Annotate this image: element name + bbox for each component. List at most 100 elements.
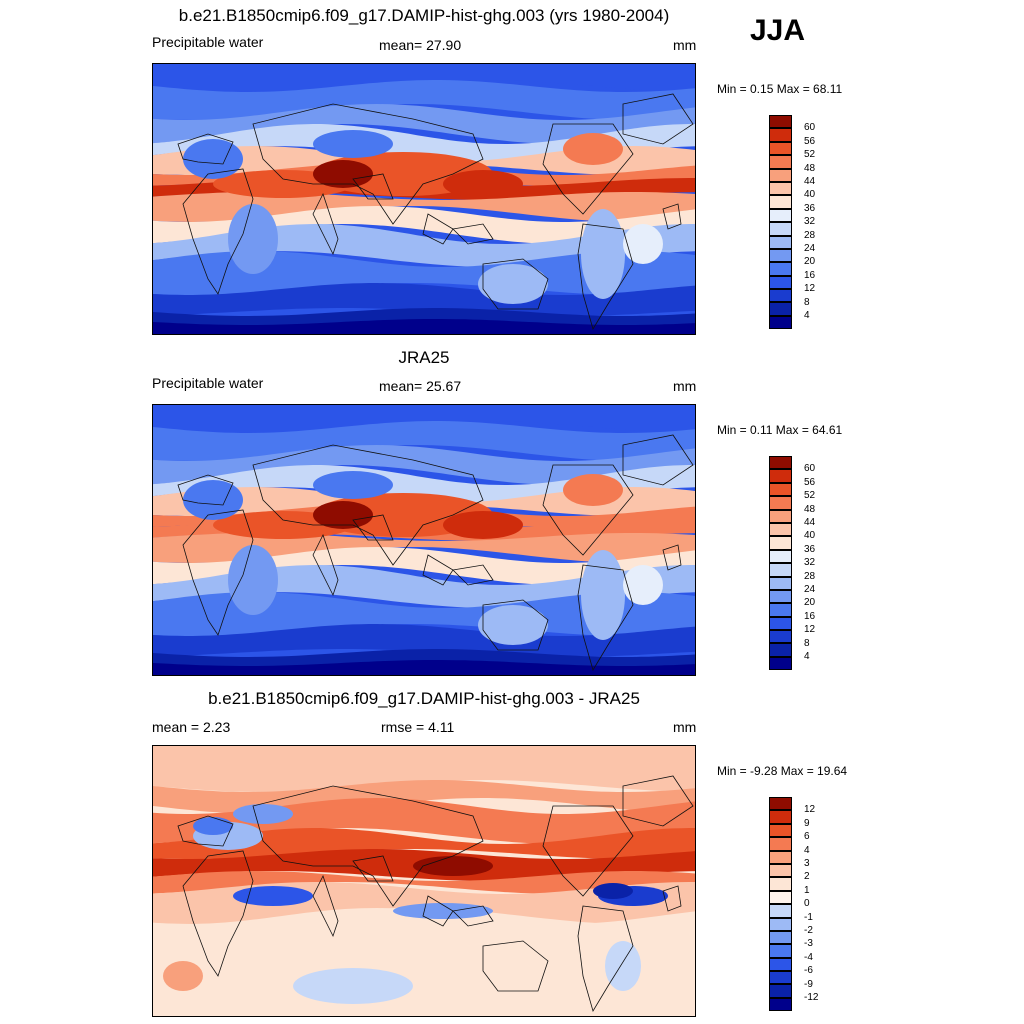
coastline — [577, 564, 634, 671]
colorbar-swatch — [769, 643, 792, 657]
field-band — [153, 319, 695, 334]
colorbar-tick-label: -3 — [804, 938, 813, 950]
field-blob — [233, 804, 293, 824]
panel-2-units-label: mm — [673, 378, 697, 394]
colorbar-swatch — [769, 997, 792, 1012]
colorbar-tick-label: -12 — [804, 992, 819, 1003]
field-band — [153, 283, 695, 316]
colorbar-tick-label: 8 — [804, 637, 810, 649]
panel-2-variable-label: Precipitable water — [152, 375, 264, 391]
coastline — [542, 464, 634, 556]
colorbar-swatch — [769, 315, 792, 330]
coastline — [352, 855, 394, 882]
panel-3-title: b.e21.B1850cmip6.f09_g17.DAMIP-hist-ghg.… — [208, 689, 640, 708]
field-band — [153, 224, 695, 267]
coastline — [577, 223, 634, 330]
coastline — [177, 133, 234, 165]
colorbar-tick-label: 3 — [804, 858, 810, 869]
coastline — [252, 444, 484, 566]
colorbar-swatch — [769, 984, 792, 998]
colorbar-swatch — [769, 810, 792, 824]
colorbar-tick-label: 52 — [804, 490, 816, 502]
colorbar-swatch — [769, 262, 792, 276]
colorbar-tick-label: 12 — [804, 283, 816, 295]
field-blob — [563, 133, 623, 165]
coastline — [422, 213, 454, 245]
colorbar-swatch — [769, 797, 792, 811]
colorbar-tick-label: 44 — [804, 517, 816, 528]
colorbar-tick-label: 12 — [804, 804, 816, 816]
colorbar-tick-label: 0 — [804, 898, 810, 910]
colorbar-tick-label: 60 — [804, 122, 816, 134]
field-blob — [313, 160, 373, 188]
coastline — [662, 544, 682, 571]
colorbar-swatch — [769, 181, 792, 196]
colorbar-swatch — [769, 289, 792, 303]
coastline — [177, 815, 234, 847]
coastline — [662, 203, 682, 230]
coastline — [422, 895, 454, 927]
colorbar-tick-label: 6 — [804, 831, 810, 843]
field-band — [153, 828, 695, 859]
coastline — [482, 599, 549, 651]
coastline — [662, 885, 682, 912]
field-blob — [183, 139, 243, 179]
colorbar-swatch — [769, 235, 792, 249]
coastline — [482, 258, 549, 310]
colorbar-tick-label: 36 — [804, 543, 816, 555]
panel-2-minmax: Min = 0.11 Max = 64.61 — [717, 423, 843, 437]
panel-1-map — [152, 63, 696, 335]
colorbar-tick-label: 40 — [804, 189, 816, 201]
colorbar-tick-label: 56 — [804, 135, 816, 147]
colorbar-swatch — [769, 141, 792, 156]
coastline — [312, 874, 339, 938]
colorbar-tick-label: -2 — [804, 925, 813, 936]
field-blob — [313, 130, 393, 158]
panel-2-mean-label: mean= 25.67 — [379, 378, 462, 394]
coastline — [577, 905, 634, 1012]
panel-2-map — [152, 404, 696, 676]
colorbar-swatch — [769, 917, 792, 931]
field-band — [153, 592, 695, 636]
field-blob — [313, 471, 393, 499]
field-blob — [228, 545, 278, 615]
colorbar-tick-label: 48 — [804, 162, 816, 174]
panel-1-variable-label: Precipitable water — [152, 34, 264, 50]
colorbar-swatch — [769, 302, 792, 316]
colorbar-tick-label: 40 — [804, 530, 816, 542]
colorbar-tick-label: 24 — [804, 584, 816, 595]
season-label: JJA — [750, 14, 806, 47]
coastline — [352, 173, 394, 200]
panel-1-colorbar: 60 56 52 48 44 40 36 32 28 24 20 16 12 8 4 — [769, 115, 815, 330]
coastline — [542, 805, 634, 897]
colorbar-tick-label: 48 — [804, 503, 816, 515]
field-blob — [605, 941, 641, 991]
coastline — [482, 940, 549, 992]
colorbar-tick-label: -1 — [804, 911, 813, 923]
panel-2-colorbar: 60 56 52 48 44 40 36 32 28 24 20 16 12 8 4 — [769, 456, 815, 671]
panel-3-colorbar: 12 9 6 4 3 2 1 0 -1 -2 -3 -4 -6 -9 -12 — [769, 797, 818, 1012]
colorbar-swatch — [769, 536, 792, 550]
coastline — [622, 434, 694, 486]
colorbar-swatch — [769, 496, 792, 510]
field-band — [153, 421, 695, 461]
colorbar-swatch — [769, 630, 792, 644]
field-blob — [443, 170, 523, 198]
panel-3-rmse-label: rmse = 4.11 — [381, 719, 455, 735]
field-band — [153, 206, 695, 244]
colorbar-swatch — [769, 208, 792, 223]
colorbar-swatch — [769, 904, 792, 918]
colorbar-swatch — [769, 957, 792, 972]
field-band — [153, 660, 695, 675]
colorbar-tick-label: -6 — [804, 965, 813, 977]
colorbar-tick-label: 12 — [804, 624, 816, 636]
coastline — [352, 514, 394, 541]
colorbar-swatch — [769, 616, 792, 631]
field-band — [153, 936, 695, 1016]
colorbar-tick-label: 52 — [804, 149, 816, 161]
colorbar-tick-label: 4 — [804, 651, 810, 662]
coastline — [452, 905, 494, 927]
colorbar-tick-label: 4 — [804, 844, 810, 856]
coastline — [177, 474, 234, 506]
field-blob — [581, 209, 625, 299]
